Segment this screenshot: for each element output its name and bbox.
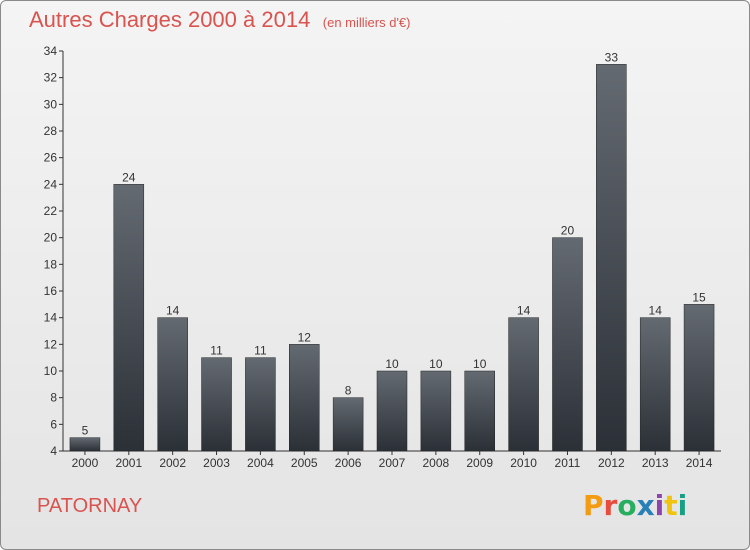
logo-letter: i <box>677 489 688 522</box>
x-tick-label: 2014 <box>686 456 713 470</box>
x-tick-label: 2008 <box>423 456 450 470</box>
data-label: 10 <box>429 357 443 371</box>
y-tick-label: 20 <box>44 231 58 245</box>
x-tick-label: 2009 <box>466 456 493 470</box>
data-label: 14 <box>166 304 180 318</box>
bar <box>113 184 145 452</box>
bar <box>420 370 452 452</box>
data-label: 14 <box>517 304 531 318</box>
data-label: 12 <box>298 330 312 344</box>
proxiti-logo: Proxiti <box>583 489 687 522</box>
x-tick-label: 2002 <box>159 456 186 470</box>
data-label: 15 <box>692 290 706 304</box>
x-tick-label: 2012 <box>598 456 625 470</box>
data-label: 11 <box>210 344 223 358</box>
data-label: 20 <box>561 224 575 238</box>
y-tick-label: 4 <box>50 444 57 458</box>
y-tick-label: 24 <box>44 177 58 191</box>
x-tick-label: 2001 <box>115 456 142 470</box>
x-tick-label: 2005 <box>291 456 318 470</box>
y-tick-label: 16 <box>44 284 58 298</box>
data-label: 10 <box>473 357 487 371</box>
y-tick-label: 8 <box>50 391 57 405</box>
y-tick-label: 18 <box>44 257 58 271</box>
y-tick-label: 10 <box>44 364 58 378</box>
bar <box>596 64 627 452</box>
chart-title-group: Autres Charges 2000 à 2014 (en milliers … <box>29 7 411 33</box>
bar <box>332 397 364 452</box>
bar <box>508 317 539 452</box>
data-label: 14 <box>649 304 663 318</box>
y-tick-label: 32 <box>44 71 58 85</box>
y-tick-label: 28 <box>44 124 58 138</box>
y-tick-label: 22 <box>44 204 58 218</box>
chart-title: Autres Charges 2000 à 2014 <box>29 7 311 32</box>
bar <box>289 344 320 452</box>
x-tick-label: 2007 <box>379 456 406 470</box>
bar <box>464 370 495 452</box>
commune-name: PATORNAY <box>37 495 143 517</box>
logo-letter: i <box>654 489 665 522</box>
data-label: 24 <box>122 170 136 184</box>
data-label: 33 <box>605 50 619 64</box>
y-tick-label: 30 <box>44 97 58 111</box>
logo-letter: x <box>636 489 655 522</box>
bar <box>245 357 276 452</box>
logo-letter: t <box>664 489 678 522</box>
bar <box>376 370 408 452</box>
x-tick-label: 2010 <box>510 456 537 470</box>
bar <box>157 317 188 452</box>
data-label: 11 <box>254 344 267 358</box>
x-tick-label: 2013 <box>642 456 669 470</box>
y-tick-label: 26 <box>44 151 58 165</box>
data-label: 8 <box>345 384 352 398</box>
x-tick-label: 2004 <box>247 456 274 470</box>
x-tick-label: 2006 <box>335 456 362 470</box>
bar <box>201 357 232 452</box>
bar <box>552 237 583 452</box>
y-tick-label: 14 <box>44 311 58 325</box>
x-tick-label: 2011 <box>555 456 581 470</box>
logo-letter: r <box>603 489 618 522</box>
y-tick-label: 34 <box>44 44 58 58</box>
y-tick-label: 12 <box>44 337 58 351</box>
bar <box>683 304 715 452</box>
y-tick-label: 6 <box>50 417 57 431</box>
bar <box>69 437 101 452</box>
logo-letter: o <box>617 489 637 522</box>
data-label: 10 <box>385 357 399 371</box>
bar <box>639 317 671 452</box>
chart-subtitle: (en milliers d'€) <box>322 15 411 30</box>
x-tick-label: 2003 <box>203 456 230 470</box>
logo-letter: P <box>583 489 604 522</box>
data-label: 5 <box>82 424 89 438</box>
x-tick-label: 2000 <box>72 456 99 470</box>
